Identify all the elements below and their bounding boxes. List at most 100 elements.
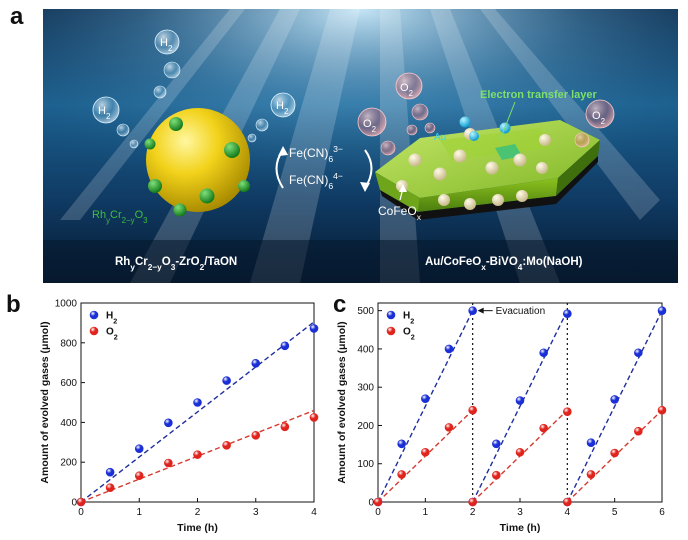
data-point: [397, 439, 406, 449]
o2-bubbles: [357, 72, 615, 156]
data-point: [421, 447, 430, 457]
data-point: [586, 470, 596, 479]
electron-transfer-layer-label: Electron transfer layer: [480, 89, 597, 101]
y-tick-label: 0: [368, 498, 374, 509]
left-catalyst-particle: [144, 108, 250, 217]
x-tick-label: 0: [375, 507, 381, 518]
x-tick-label: 4: [311, 507, 317, 518]
data-point: [657, 306, 667, 315]
y-tick-label: 400: [60, 418, 77, 429]
data-point: [193, 450, 202, 459]
x-tick-label: 6: [659, 507, 665, 518]
x-tick-label: 1: [136, 507, 142, 518]
y-axis-label: Amount of evolved gases (μmol): [39, 321, 51, 483]
legend-label: H2: [403, 311, 414, 326]
legend-marker: [386, 310, 396, 320]
data-point: [444, 344, 454, 354]
data-point: [222, 440, 231, 450]
legend-label: O2: [403, 327, 415, 342]
data-point: [134, 444, 144, 453]
y-tick-label: 200: [357, 421, 374, 432]
data-point: [105, 483, 115, 492]
legend-marker: [89, 326, 99, 336]
data-point: [539, 348, 548, 358]
data-point: [134, 471, 144, 481]
data-point: [657, 405, 667, 415]
o2-bubble-label-top: O2: [400, 82, 413, 98]
x-tick-label: 2: [195, 507, 201, 518]
fit-line: [377, 310, 474, 503]
data-point: [164, 458, 173, 468]
x-tick-label: 5: [612, 507, 618, 518]
x-axis-label: Time (h): [177, 522, 218, 534]
data-point: [563, 309, 572, 319]
chart-b: 0 1 2 3 4 0 200 400 600 800 1000 Time (h) Amount of …: [39, 299, 319, 534]
mediator-oxidized-label: Fe(CN)63−: [289, 144, 343, 164]
o2-bubble-label-left: O2: [363, 118, 376, 134]
data-point: [610, 448, 619, 458]
data-point: [492, 470, 501, 480]
data-point: [563, 497, 572, 507]
chart-c: 0 1 2 3 4 5 6 0 100 200 300 400 500 Time (h) Amount of…: [336, 302, 667, 534]
data-point: [222, 376, 231, 385]
data-point: [563, 407, 572, 416]
h2-bubble-label-top: H2: [160, 37, 172, 53]
fit-line: [80, 409, 315, 503]
y-tick-label: 600: [60, 378, 77, 389]
data-point: [397, 470, 406, 479]
h2-bubbles: [92, 29, 296, 149]
o2-bubble-label-right: O2: [592, 110, 605, 126]
right-catalyst-particle: [375, 116, 600, 220]
fit-line: [80, 321, 315, 503]
x-tick-label: 4: [565, 507, 571, 518]
data-point: [586, 438, 596, 447]
data-point: [193, 398, 202, 407]
etl-pointer: [499, 101, 516, 141]
data-point: [105, 467, 115, 477]
x-tick-label: 3: [517, 507, 523, 518]
data-point: [373, 497, 383, 507]
y-tick-label: 0: [71, 498, 77, 509]
x-tick-label: 3: [253, 507, 259, 518]
au-label: Au: [434, 132, 446, 143]
redox-mediator: [275, 146, 373, 192]
y-tick-label: 800: [60, 338, 77, 349]
evacuation-label: Evacuation: [496, 306, 545, 317]
data-point: [634, 348, 643, 358]
mediator-reduced-label: Fe(CN)64−: [289, 171, 343, 191]
data-point: [280, 422, 290, 432]
data-point: [280, 341, 290, 351]
x-tick-label: 0: [78, 507, 84, 518]
annotation-arrowhead: [477, 307, 484, 314]
data-point: [539, 423, 548, 433]
data-point: [164, 418, 173, 428]
data-point: [468, 405, 477, 415]
y-tick-label: 200: [60, 458, 77, 469]
legend-marker: [89, 310, 99, 320]
y-tick-label: 300: [357, 383, 374, 394]
fit-line: [566, 310, 663, 503]
data-point: [309, 324, 319, 333]
right-catalyst-label: Au/CoFeOx-BiVO4:Mo(NaOH): [425, 256, 583, 272]
legend-label: O2: [106, 327, 118, 342]
data-point: [515, 396, 525, 405]
illustration: H2 H2 H2 Fe(CN)63− Fe(CN)64−: [43, 9, 678, 283]
data-point: [251, 358, 261, 368]
y-tick-label: 500: [357, 306, 374, 317]
x-tick-label: 1: [423, 507, 429, 518]
cocatalyst-label: RhyCr2−yO3: [92, 209, 148, 225]
y-axis-label: Amount of evolved gases (μmol): [336, 321, 348, 483]
panel-label-c: c: [333, 291, 346, 318]
y-tick-label: 400: [357, 344, 374, 355]
data-point: [610, 395, 619, 404]
x-tick-label: 2: [470, 507, 476, 518]
data-point: [468, 306, 477, 315]
cofeox-pointer: [399, 184, 407, 201]
y-tick-label: 1000: [55, 299, 78, 310]
data-point: [634, 426, 643, 436]
fit-line: [472, 310, 568, 503]
left-catalyst-label: RhyCr2−yO3-ZrO2/TaON: [115, 256, 237, 272]
x-axis-label: Time (h): [500, 522, 541, 534]
legend-label: H2: [106, 311, 117, 326]
